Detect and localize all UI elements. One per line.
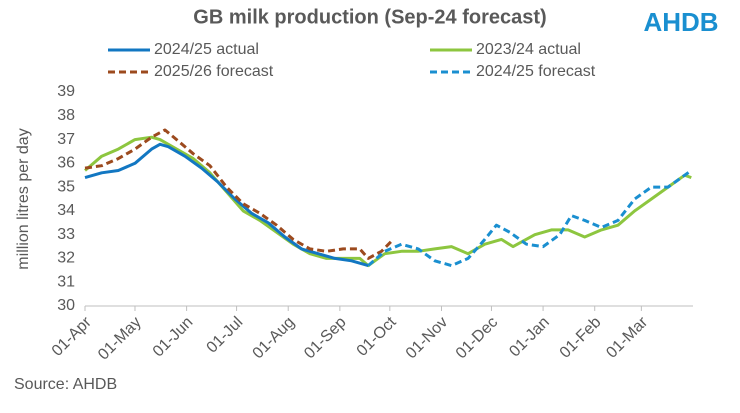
source: Source: AHDB (14, 376, 117, 393)
y-tick-label: 33 (57, 226, 75, 243)
legend-label: 2025/26 forecast (154, 63, 274, 80)
y-tick-label: 32 (57, 250, 75, 267)
legend-label: 2024/25 forecast (476, 63, 596, 80)
x-tick-label: 01-Dec (453, 314, 502, 363)
x-tick-label: 01-Aug (250, 314, 299, 363)
x-tick-label: 01-Nov (403, 314, 452, 363)
chart-title: GB milk production (Sep-24 forecast) (193, 6, 546, 28)
series-line (84, 135, 692, 268)
legend-label: 2023/24 actual (476, 41, 581, 58)
y-tick-label: 36 (57, 155, 75, 172)
series-line (367, 169, 693, 268)
x-tick-label: 01-Sep (301, 314, 350, 363)
y-tick-label: 37 (57, 131, 75, 148)
x-tick-label: 01-Feb (557, 314, 605, 362)
x-tick-label: 01-Oct (354, 313, 400, 359)
y-tick-label: 30 (57, 297, 75, 314)
x-tick-label: 01-Mar (603, 313, 651, 361)
logo: AHDB (643, 7, 718, 37)
x-tick-label: 01-Jun (150, 314, 197, 361)
legend-label: 2024/25 actual (154, 41, 259, 58)
y-axis-label: million litres per day (15, 128, 32, 269)
y-tick-label: 38 (57, 107, 75, 124)
y-tick-label: 31 (57, 273, 75, 290)
x-tick-label: 01-Jul (204, 314, 247, 357)
y-tick-label: 34 (57, 202, 75, 219)
x-tick-label: 01-Apr (49, 313, 95, 359)
x-tick-label: 01-May (95, 314, 145, 364)
series-line (84, 142, 369, 268)
y-tick-label: 39 (57, 83, 75, 100)
x-tick-label: 01-Jan (506, 314, 553, 361)
series-line (84, 128, 395, 260)
y-tick-label: 35 (57, 178, 75, 195)
